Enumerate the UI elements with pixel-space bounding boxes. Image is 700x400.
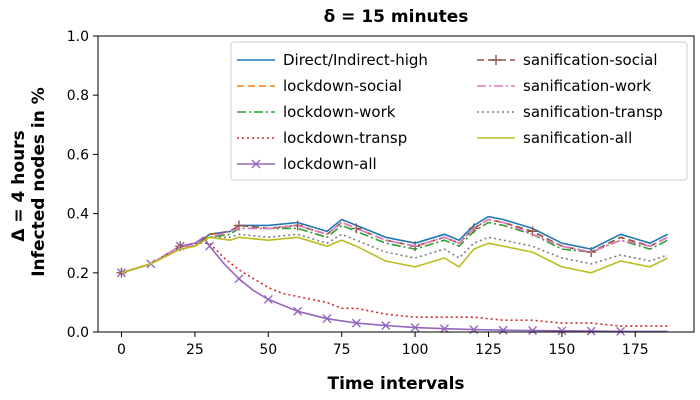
series-marker [381, 320, 391, 330]
y-tick-label: 0.6 [67, 147, 89, 163]
chart-title: δ = 15 minutes [324, 7, 469, 27]
series-line [121, 242, 668, 327]
plot-frame [97, 35, 695, 333]
y-axis-title-line2: Infected nodes in % [29, 87, 49, 277]
y-axis-title-line1: Δ = 4 hours [9, 130, 29, 241]
legend-item: lockdown-transp [237, 129, 407, 147]
legend-label: lockdown-transp [283, 129, 407, 147]
legend: Direct/Indirect-high lockdown-social lockd… [230, 41, 688, 181]
legend-label: sanification-social [523, 51, 657, 69]
series-line [121, 236, 668, 333]
x-tick-label: 0 [117, 342, 126, 358]
series-line [121, 218, 668, 274]
legend-marker [491, 55, 501, 65]
legend-label: lockdown-all [283, 155, 377, 173]
series-marker [410, 323, 420, 333]
y-tick-label: 0.8 [67, 88, 89, 104]
legend-item: sanification-transp [477, 103, 663, 121]
legend-marker [251, 159, 261, 169]
series-marker [528, 326, 538, 336]
y-tick-label: 0.0 [67, 325, 89, 341]
series-marker [616, 326, 626, 336]
x-tick-label: 75 [333, 342, 351, 358]
series-marker [557, 326, 567, 336]
x-tick-label: 100 [402, 342, 429, 358]
x-tick-label: 150 [549, 342, 576, 358]
legend-item: lockdown-social [237, 77, 402, 95]
legend-item: sanification-all [477, 129, 632, 147]
series-line [121, 218, 668, 274]
series-marker [116, 267, 127, 278]
x-tick-label: 175 [622, 342, 649, 358]
series-6 [121, 218, 668, 274]
legend-item: lockdown-work [237, 103, 396, 121]
legend-label: lockdown-social [283, 77, 402, 95]
legend-box [230, 41, 688, 181]
series-marker [263, 294, 273, 304]
series-marker [205, 241, 215, 251]
plot-series [116, 215, 668, 336]
series-line [121, 215, 668, 274]
series-marker [498, 325, 508, 335]
series-4 [116, 236, 668, 336]
y-tick-label: 0.4 [67, 207, 89, 223]
series-marker [293, 306, 303, 316]
y-tick-label: 0.2 [67, 266, 89, 282]
series-0 [121, 215, 668, 274]
series-line [121, 236, 668, 274]
legend-item: sanification-work [477, 77, 651, 95]
series-marker [234, 274, 244, 284]
series-marker [351, 318, 361, 328]
x-axis-title: Time intervals [327, 374, 464, 394]
legend-label: lockdown-work [283, 103, 396, 121]
series-8 [121, 236, 668, 274]
legend-label: Direct/Indirect-high [283, 51, 428, 69]
x-axis: 0 25 50 75 100 125 150 175 [117, 332, 649, 358]
legend-item: Direct/Indirect-high [237, 51, 428, 69]
x-tick-label: 25 [186, 342, 204, 358]
series-marker [586, 326, 596, 336]
legend-label: sanification-transp [523, 103, 663, 121]
series-marker [439, 324, 449, 334]
legend-item: sanification-social [477, 51, 657, 69]
series-3 [121, 242, 668, 327]
x-tick-label: 125 [475, 342, 502, 358]
x-tick-label: 50 [259, 342, 277, 358]
legend-label: sanification-all [523, 129, 632, 147]
series-line [121, 218, 668, 274]
legend-label: sanification-work [523, 77, 651, 95]
y-tick-label: 1.0 [67, 29, 89, 45]
series-marker [322, 314, 332, 324]
legend-item: lockdown-all [237, 155, 377, 173]
series-1 [121, 218, 668, 274]
y-axis: 0.0 0.2 0.4 0.6 0.8 1.0 [67, 29, 98, 341]
